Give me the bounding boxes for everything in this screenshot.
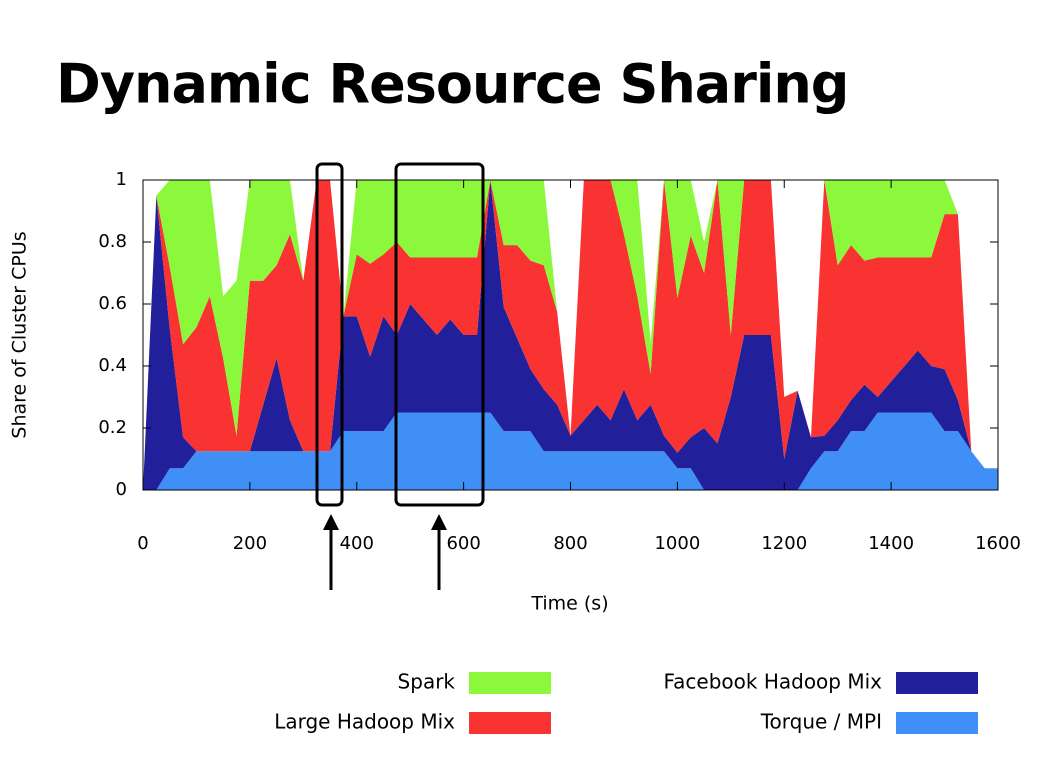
y-tick-label: 0.6 <box>98 293 127 314</box>
plot: 0 0.2 0.4 0.6 0.8 1 0 200 400 600 800 1000 1200 1400 1… <box>98 169 1021 734</box>
area <box>143 180 998 490</box>
arrow-head <box>431 514 447 530</box>
y-tick-label: 0.4 <box>98 355 127 376</box>
x-tick-label: 600 <box>446 533 480 554</box>
legend-swatch <box>896 672 978 694</box>
x-tick-label: 1000 <box>654 533 700 554</box>
x-tick-label: 200 <box>233 533 267 554</box>
annotations <box>315 162 485 590</box>
highlight-box <box>315 162 344 507</box>
highlight-box <box>394 162 485 507</box>
slide-title: Dynamic Resource Sharing <box>56 53 848 116</box>
x-tick-label: 1600 <box>975 533 1021 554</box>
legend-label: Torque / MPI <box>760 710 882 734</box>
legend-swatch <box>469 712 551 734</box>
x-tick-label: 1400 <box>868 533 914 554</box>
arrow-head <box>323 514 339 530</box>
area <box>143 180 998 490</box>
x-tick-label: 0 <box>137 533 148 554</box>
x-tick-label: 1200 <box>761 533 807 554</box>
y-tick-label: 0 <box>116 479 127 500</box>
y-axis-label: Share of Cluster CPUs <box>9 231 31 438</box>
x-axis-label: Time (s) <box>530 593 608 615</box>
legend-swatch <box>469 672 551 694</box>
y-tick-label: 0.8 <box>98 231 127 252</box>
area <box>143 180 998 490</box>
legend-label: Facebook Hadoop Mix <box>664 670 883 694</box>
legend-label: Large Hadoop Mix <box>274 710 455 734</box>
x-tick-label: 800 <box>553 533 587 554</box>
y-tick-label: 1 <box>116 169 127 190</box>
legend-swatch <box>896 712 978 734</box>
legend-label: Spark <box>398 670 456 694</box>
x-tick-label: 400 <box>340 533 374 554</box>
y-tick-label: 0.2 <box>98 417 127 438</box>
